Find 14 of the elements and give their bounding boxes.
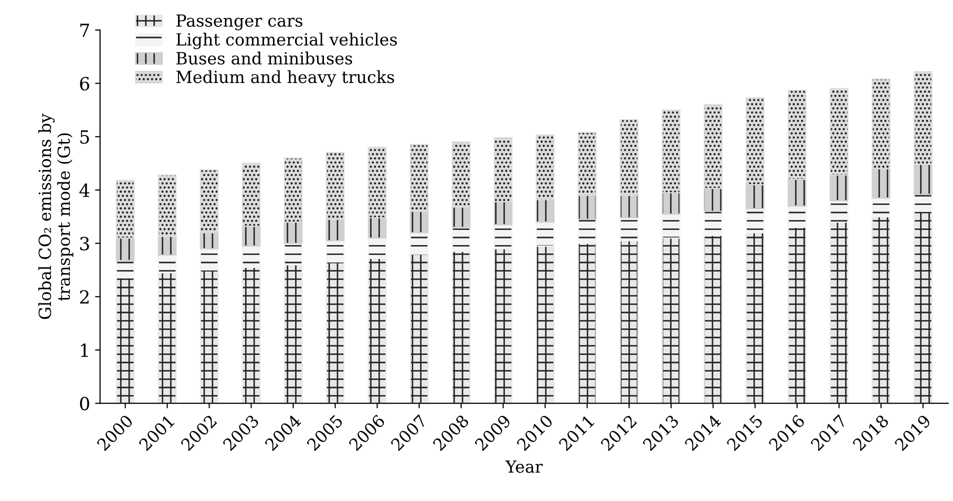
- legend-label: Passenger cars: [176, 14, 302, 30]
- legend-label: Buses and minibuses: [176, 52, 352, 65]
- y-tick-label: 6: [80, 76, 90, 90]
- x-axis-title: Year: [505, 460, 543, 473]
- y-tick-label: 1: [81, 343, 88, 357]
- y-tick-label: 7: [80, 24, 90, 37]
- y-tick-label: 2: [80, 290, 89, 304]
- y-tick-label: 4: [79, 183, 90, 197]
- y-axis-title: Global CO₂ emissions by transport mode (Gt): [38, 114, 74, 319]
- legend-label: Medium and heavy trucks: [176, 70, 394, 87]
- y-tick-label: 5: [80, 130, 89, 144]
- y-tick-label: 3: [80, 236, 90, 250]
- y-tick-label: 0: [80, 396, 90, 410]
- legend-label: Light commercial vehicles: [176, 32, 397, 50]
